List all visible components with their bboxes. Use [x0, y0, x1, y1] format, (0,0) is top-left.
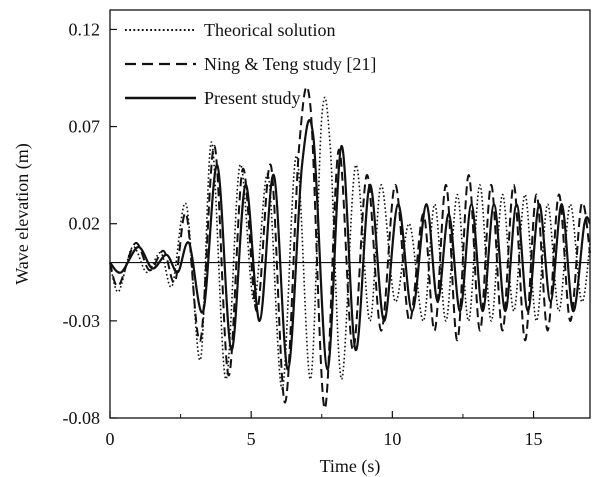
y-tick-label: 0.02: [69, 214, 101, 234]
x-axis: 0 5 10 15: [106, 411, 543, 449]
y-tick-label: -0.08: [63, 408, 101, 428]
x-axis-label: Time (s): [320, 456, 381, 477]
x-tick-label: 15: [525, 429, 543, 449]
plot-area: [109, 9, 592, 419]
series-line-dotted: [109, 96, 591, 390]
legend-label: Present study: [204, 88, 301, 108]
legend: Theorical solution Ning & Teng study [21]…: [125, 20, 376, 108]
y-tick-label: 0.12: [69, 19, 101, 39]
legend-label: Theorical solution: [204, 20, 335, 40]
series-line-solid: [109, 119, 592, 371]
plot-frame: [109, 9, 591, 419]
y-tick-label: -0.03: [63, 311, 101, 331]
x-tick-label: 0: [106, 429, 115, 449]
y-axis: -0.08 -0.03 0.02 0.07 0.12: [63, 19, 117, 428]
legend-label: Ning & Teng study [21]: [204, 54, 376, 74]
series-line-dashed: [109, 85, 591, 410]
y-tick-label: 0.07: [69, 117, 101, 137]
x-tick-label: 5: [247, 429, 256, 449]
x-tick-label: 10: [383, 429, 401, 449]
series-layer: [109, 85, 592, 410]
y-axis-label: Wave elevation (m): [12, 143, 33, 285]
